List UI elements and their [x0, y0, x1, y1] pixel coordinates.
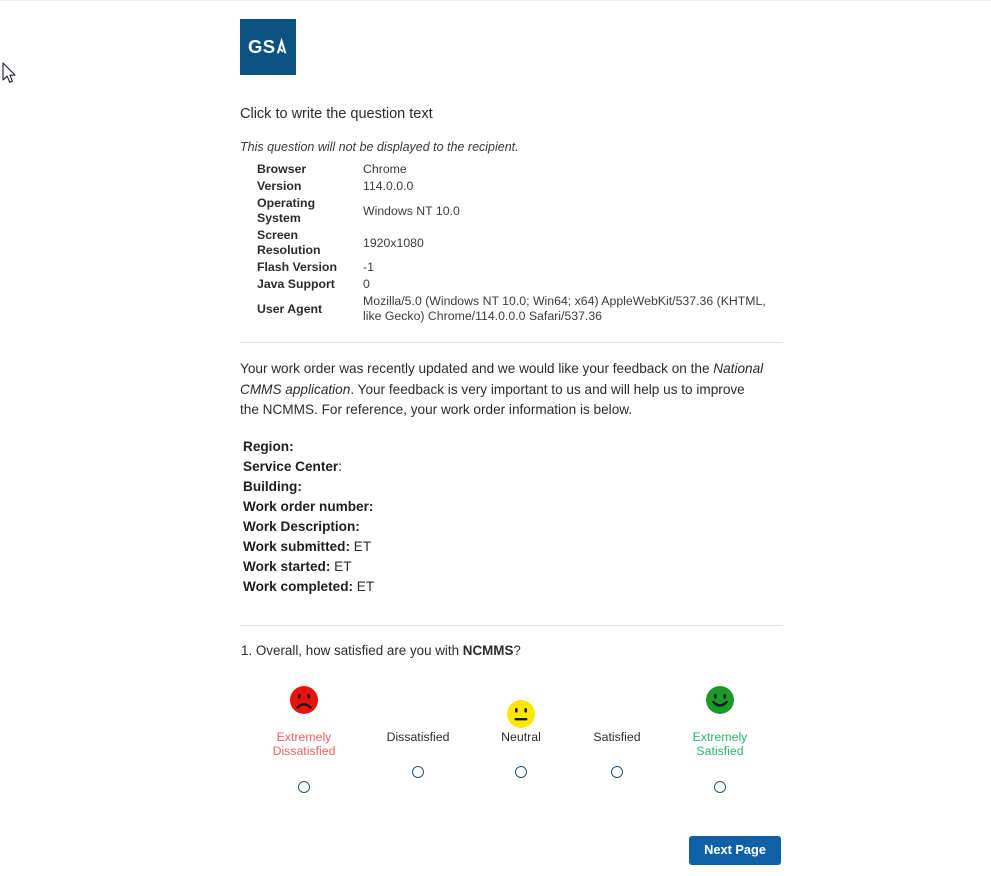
scale-option-extremely-satisfied[interactable]: Extremely Satisfied [665, 684, 775, 793]
meta-label: Screen Resolution [257, 228, 321, 257]
meta-value: Mozilla/5.0 (Windows NT 10.0; Win64; x64… [363, 294, 766, 323]
list-item: Service Center: [243, 457, 785, 477]
radio-satisfied[interactable] [611, 766, 623, 778]
intro-emphasis: National CMMS application [240, 361, 764, 397]
scale-option-dissatisfied[interactable]: Dissatisfied [363, 684, 473, 778]
meta-value: Chrome [363, 162, 407, 176]
list-item: Work submitted: ET [243, 537, 785, 557]
wo-label: Building: [243, 478, 302, 494]
next-page-button[interactable]: Next Page [689, 835, 781, 865]
radio-neutral[interactable] [515, 766, 527, 778]
list-item: Work started: ET [243, 557, 785, 577]
list-item: Work Description: [243, 517, 785, 537]
meta-label: Operating System [257, 196, 316, 225]
top-divider [0, 0, 991, 1]
meta-value: Windows NT 10.0 [363, 203, 460, 218]
radio-extremely-dissatisfied[interactable] [298, 780, 310, 793]
scale-label: Satisfied [562, 730, 672, 745]
scale-label: Dissatisfied [363, 730, 473, 745]
logo-block: GS [240, 0, 785, 75]
table-row: Browser Chrome [257, 161, 785, 178]
meta-label: User Agent [257, 301, 323, 316]
meta-value: 1920x1080 [363, 235, 424, 250]
meta-label: Java Support [257, 277, 335, 291]
face-slot [562, 684, 672, 730]
gsa-logo: GS [240, 19, 296, 75]
meta-label: Version [257, 179, 302, 193]
face-slot [363, 684, 473, 730]
wo-label: Service Center [243, 458, 339, 474]
meta-value: -1 [363, 260, 374, 274]
scale-label-line2: Dissatisfied [272, 744, 336, 758]
list-item: Region: [243, 437, 785, 457]
wo-label: Work Description: [243, 518, 360, 534]
scale-label: Neutral [466, 730, 576, 745]
scale-label-line1: Neutral [501, 729, 541, 744]
work-order-info-list: Region: Service Center: Building: Work o… [243, 437, 785, 597]
scale-label: Extremely Satisfied [665, 730, 775, 759]
scale-label-line1: Satisfied [593, 729, 641, 744]
scale-option-satisfied[interactable]: Satisfied [562, 684, 672, 778]
scale-option-extremely-dissatisfied[interactable]: Extremely Dissatisfied [249, 684, 359, 793]
footer-actions: Next Page [240, 835, 785, 876]
table-row: Operating System Windows NT 10.0 [257, 195, 785, 227]
list-item: Work completed: ET [243, 577, 785, 597]
list-item: Work order number: [243, 497, 785, 517]
intro-part1: Your work order was recently updated and… [240, 361, 714, 376]
list-item: Building: [243, 477, 785, 497]
face-slot [249, 684, 359, 730]
question-hidden-note: This question will not be displayed to t… [240, 140, 519, 154]
wo-label: Work started: [243, 558, 331, 574]
scale-label: Extremely Dissatisfied [249, 730, 359, 759]
wo-value: ET [330, 558, 352, 574]
intro-paragraph: Your work order was recently updated and… [240, 359, 765, 421]
wo-label: Region: [243, 438, 294, 454]
question-number: 1. [241, 642, 256, 658]
scale-option-neutral[interactable]: Neutral [466, 684, 576, 778]
wo-value: ET [353, 578, 375, 594]
question-bold-term: NCMMS [462, 642, 514, 658]
face-slot [665, 684, 775, 730]
scale-label-line1: Extremely [692, 729, 748, 744]
wo-colon: : [338, 458, 342, 474]
survey-page: GS Click to write the question text This… [240, 0, 785, 876]
intro-part2: . Your feedback is very important to us … [240, 381, 745, 418]
wo-value: ET [350, 538, 372, 554]
radio-dissatisfied[interactable] [412, 766, 424, 778]
wo-label: Work completed: [243, 578, 354, 594]
face-slot [466, 684, 576, 730]
wo-label: Work order number: [243, 498, 374, 514]
radio-extremely-satisfied[interactable] [714, 780, 726, 793]
scale-label-line1: Dissatisfied [386, 729, 450, 744]
svg-text:GS: GS [248, 36, 276, 57]
neutral-face-icon [507, 699, 535, 728]
question-placeholder-text[interactable]: Click to write the question text [240, 106, 433, 122]
scale-label-line1: Extremely [276, 729, 332, 744]
smile-face-icon [706, 685, 734, 714]
satisfaction-scale: Extremely Dissatisfied Dissatisfied Neutr… [240, 684, 785, 794]
meta-value: 114.0.0.0 [363, 179, 414, 193]
wo-label: Work submitted: [243, 538, 350, 554]
table-row: Flash Version -1 [257, 259, 785, 276]
scale-label-line2: Satisfied [696, 744, 744, 758]
section-divider-bottom [240, 624, 783, 626]
browser-meta-table: Browser Chrome Version 114.0.0.0 Operati… [257, 161, 785, 325]
table-row: User Agent Mozilla/5.0 (Windows NT 10.0;… [257, 293, 785, 325]
meta-label: Browser [257, 162, 307, 176]
mouse-cursor-icon [2, 62, 16, 83]
section-divider-top [240, 342, 783, 343]
table-row: Screen Resolution 1920x1080 [257, 227, 785, 259]
meta-label: Flash Version [257, 260, 337, 274]
rating-question-text: 1. Overall, how satisfied are you with N… [241, 642, 785, 660]
meta-value: 0 [363, 277, 370, 291]
table-row: Version 114.0.0.0 [257, 178, 785, 195]
frown-face-icon [290, 685, 318, 714]
question-tail: ? [513, 642, 521, 658]
question-lead: Overall, how satisfied are you with [255, 642, 463, 658]
table-row: Java Support 0 [257, 276, 785, 293]
